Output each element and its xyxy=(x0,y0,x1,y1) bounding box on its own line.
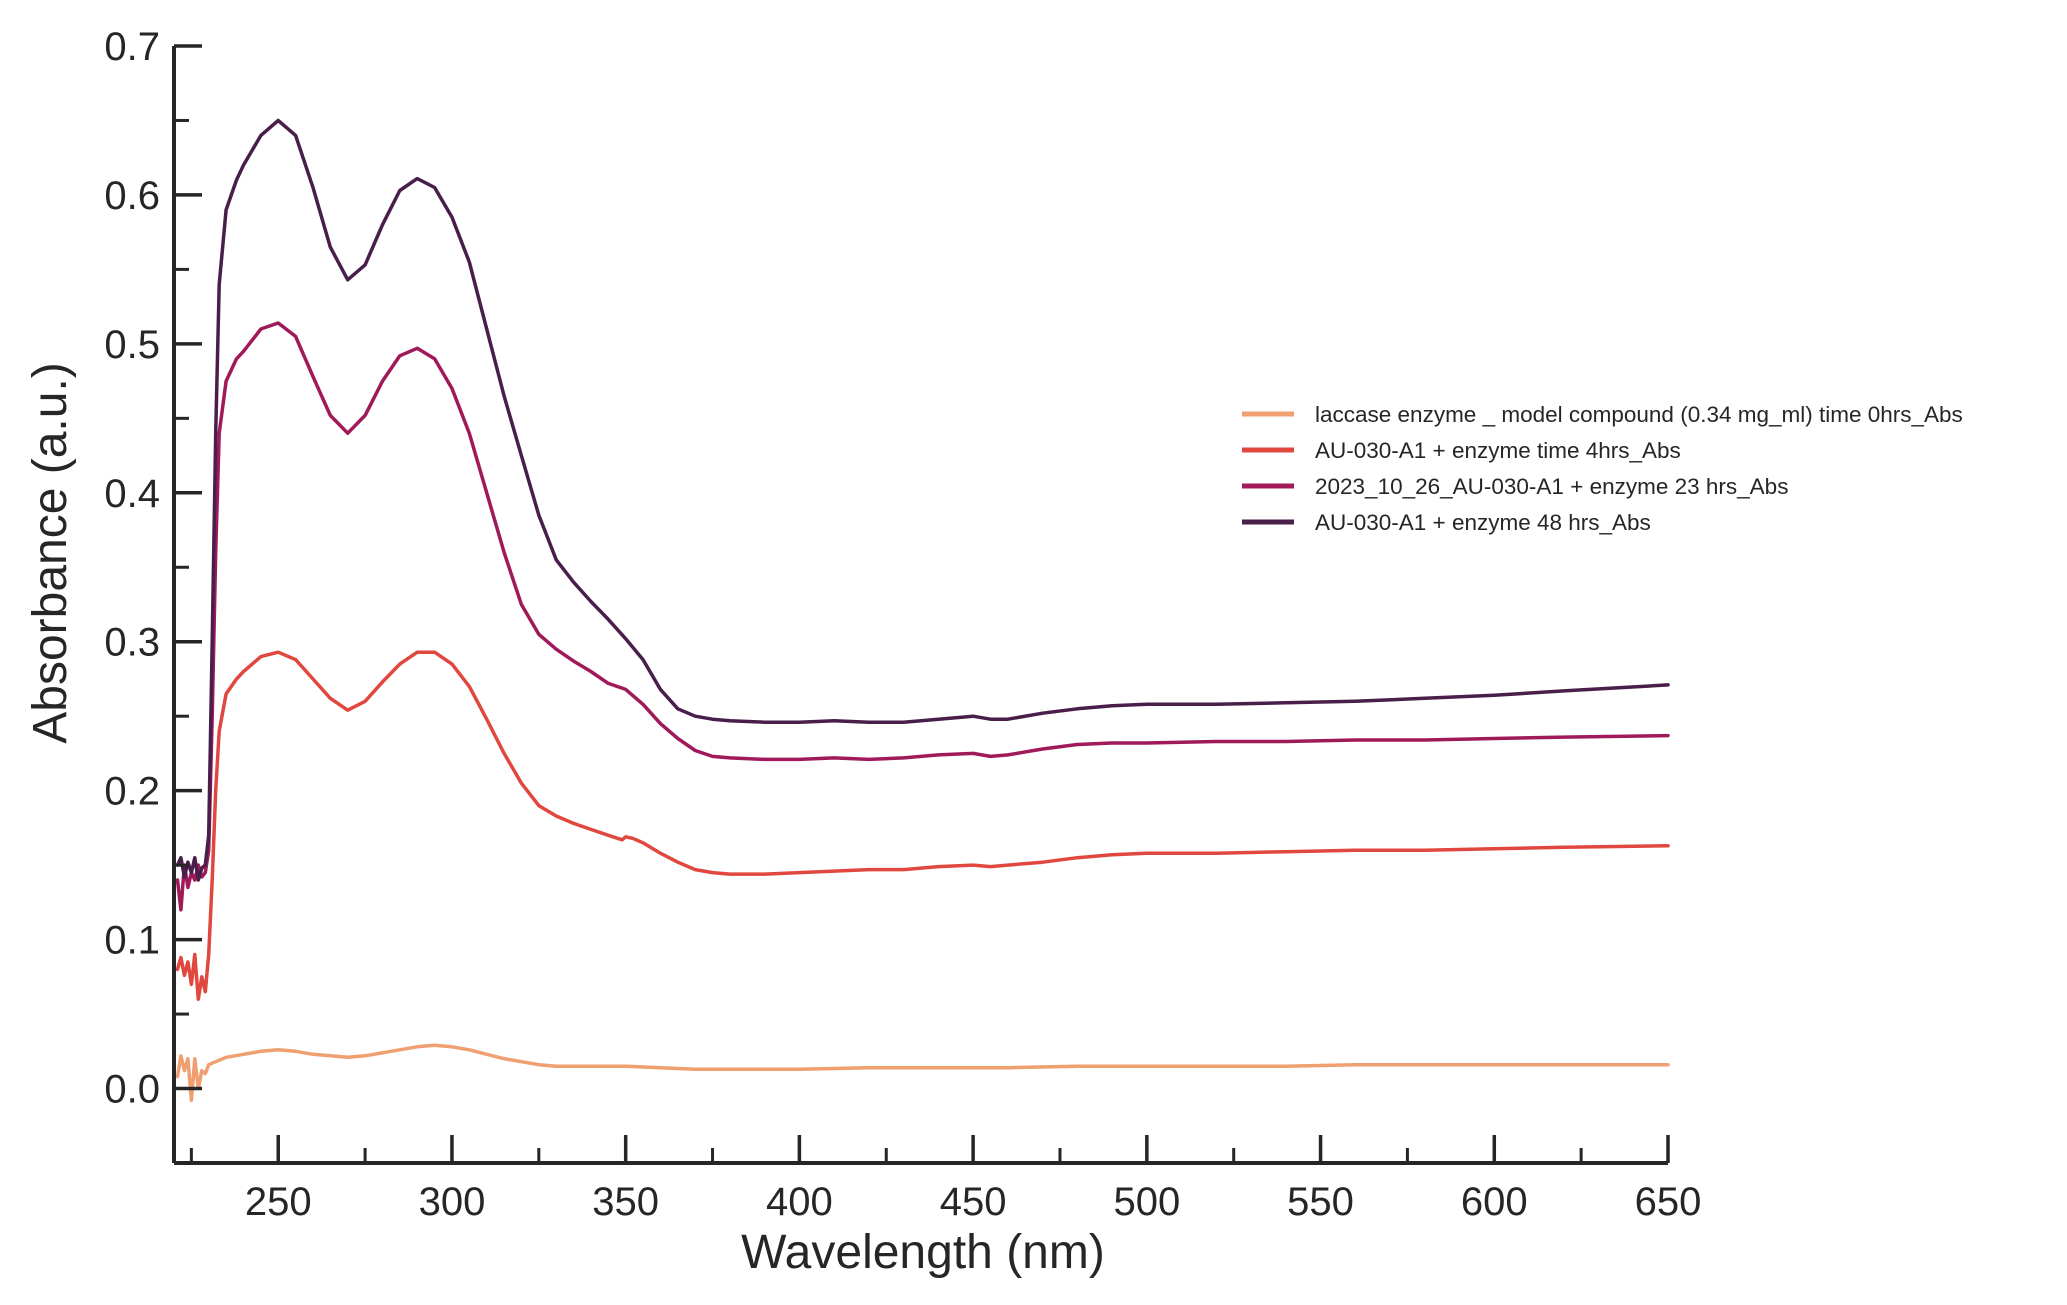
legend-label-4: AU-030-A1 + enzyme 48 hrs_Abs xyxy=(1315,510,1651,535)
y-tick-label: 0.7 xyxy=(104,25,160,69)
x-tick-label: 450 xyxy=(940,1180,1007,1224)
y-tick-label: 0.5 xyxy=(104,323,160,367)
x-tick-label: 600 xyxy=(1461,1180,1528,1224)
y-axis-title: Absorbance (a.u.) xyxy=(24,362,77,744)
x-tick-label: 400 xyxy=(766,1180,833,1224)
y-tick-label: 0.1 xyxy=(104,919,160,963)
legend: laccase enzyme _ model compound (0.34 mg… xyxy=(1242,402,1963,535)
y-tick-label: 0.0 xyxy=(104,1068,160,1112)
series-line-2 xyxy=(175,650,1670,1001)
legend-label-3: 2023_10_26_AU-030-A1 + enzyme 23 hrs_Abs xyxy=(1315,474,1788,499)
y-tick-label: 0.2 xyxy=(104,770,160,814)
x-tick-label: 300 xyxy=(419,1180,486,1224)
y-tick-label: 0.4 xyxy=(104,472,160,516)
x-tick-label: 250 xyxy=(245,1180,312,1224)
x-axis-title: Wavelength (nm) xyxy=(741,1226,1105,1279)
legend-label-1: laccase enzyme _ model compound (0.34 mg… xyxy=(1315,402,1963,427)
y-tick-label: 0.3 xyxy=(104,621,160,665)
series-line-1 xyxy=(175,1043,1670,1103)
series-line-4 xyxy=(175,118,1670,882)
legend-label-2: AU-030-A1 + enzyme time 4hrs_Abs xyxy=(1315,438,1681,463)
axes-layer: 250 300 350 400 450 500 550 600 650 0.0 0.1 0.2 0.3 0… xyxy=(104,25,1701,1224)
x-tick-label: 650 xyxy=(1635,1180,1702,1224)
series-layer xyxy=(175,118,1670,1103)
x-tick-label: 350 xyxy=(592,1180,659,1224)
y-tick-label: 0.6 xyxy=(104,174,160,218)
x-tick-label: 500 xyxy=(1113,1180,1180,1224)
x-tick-label: 550 xyxy=(1287,1180,1354,1224)
